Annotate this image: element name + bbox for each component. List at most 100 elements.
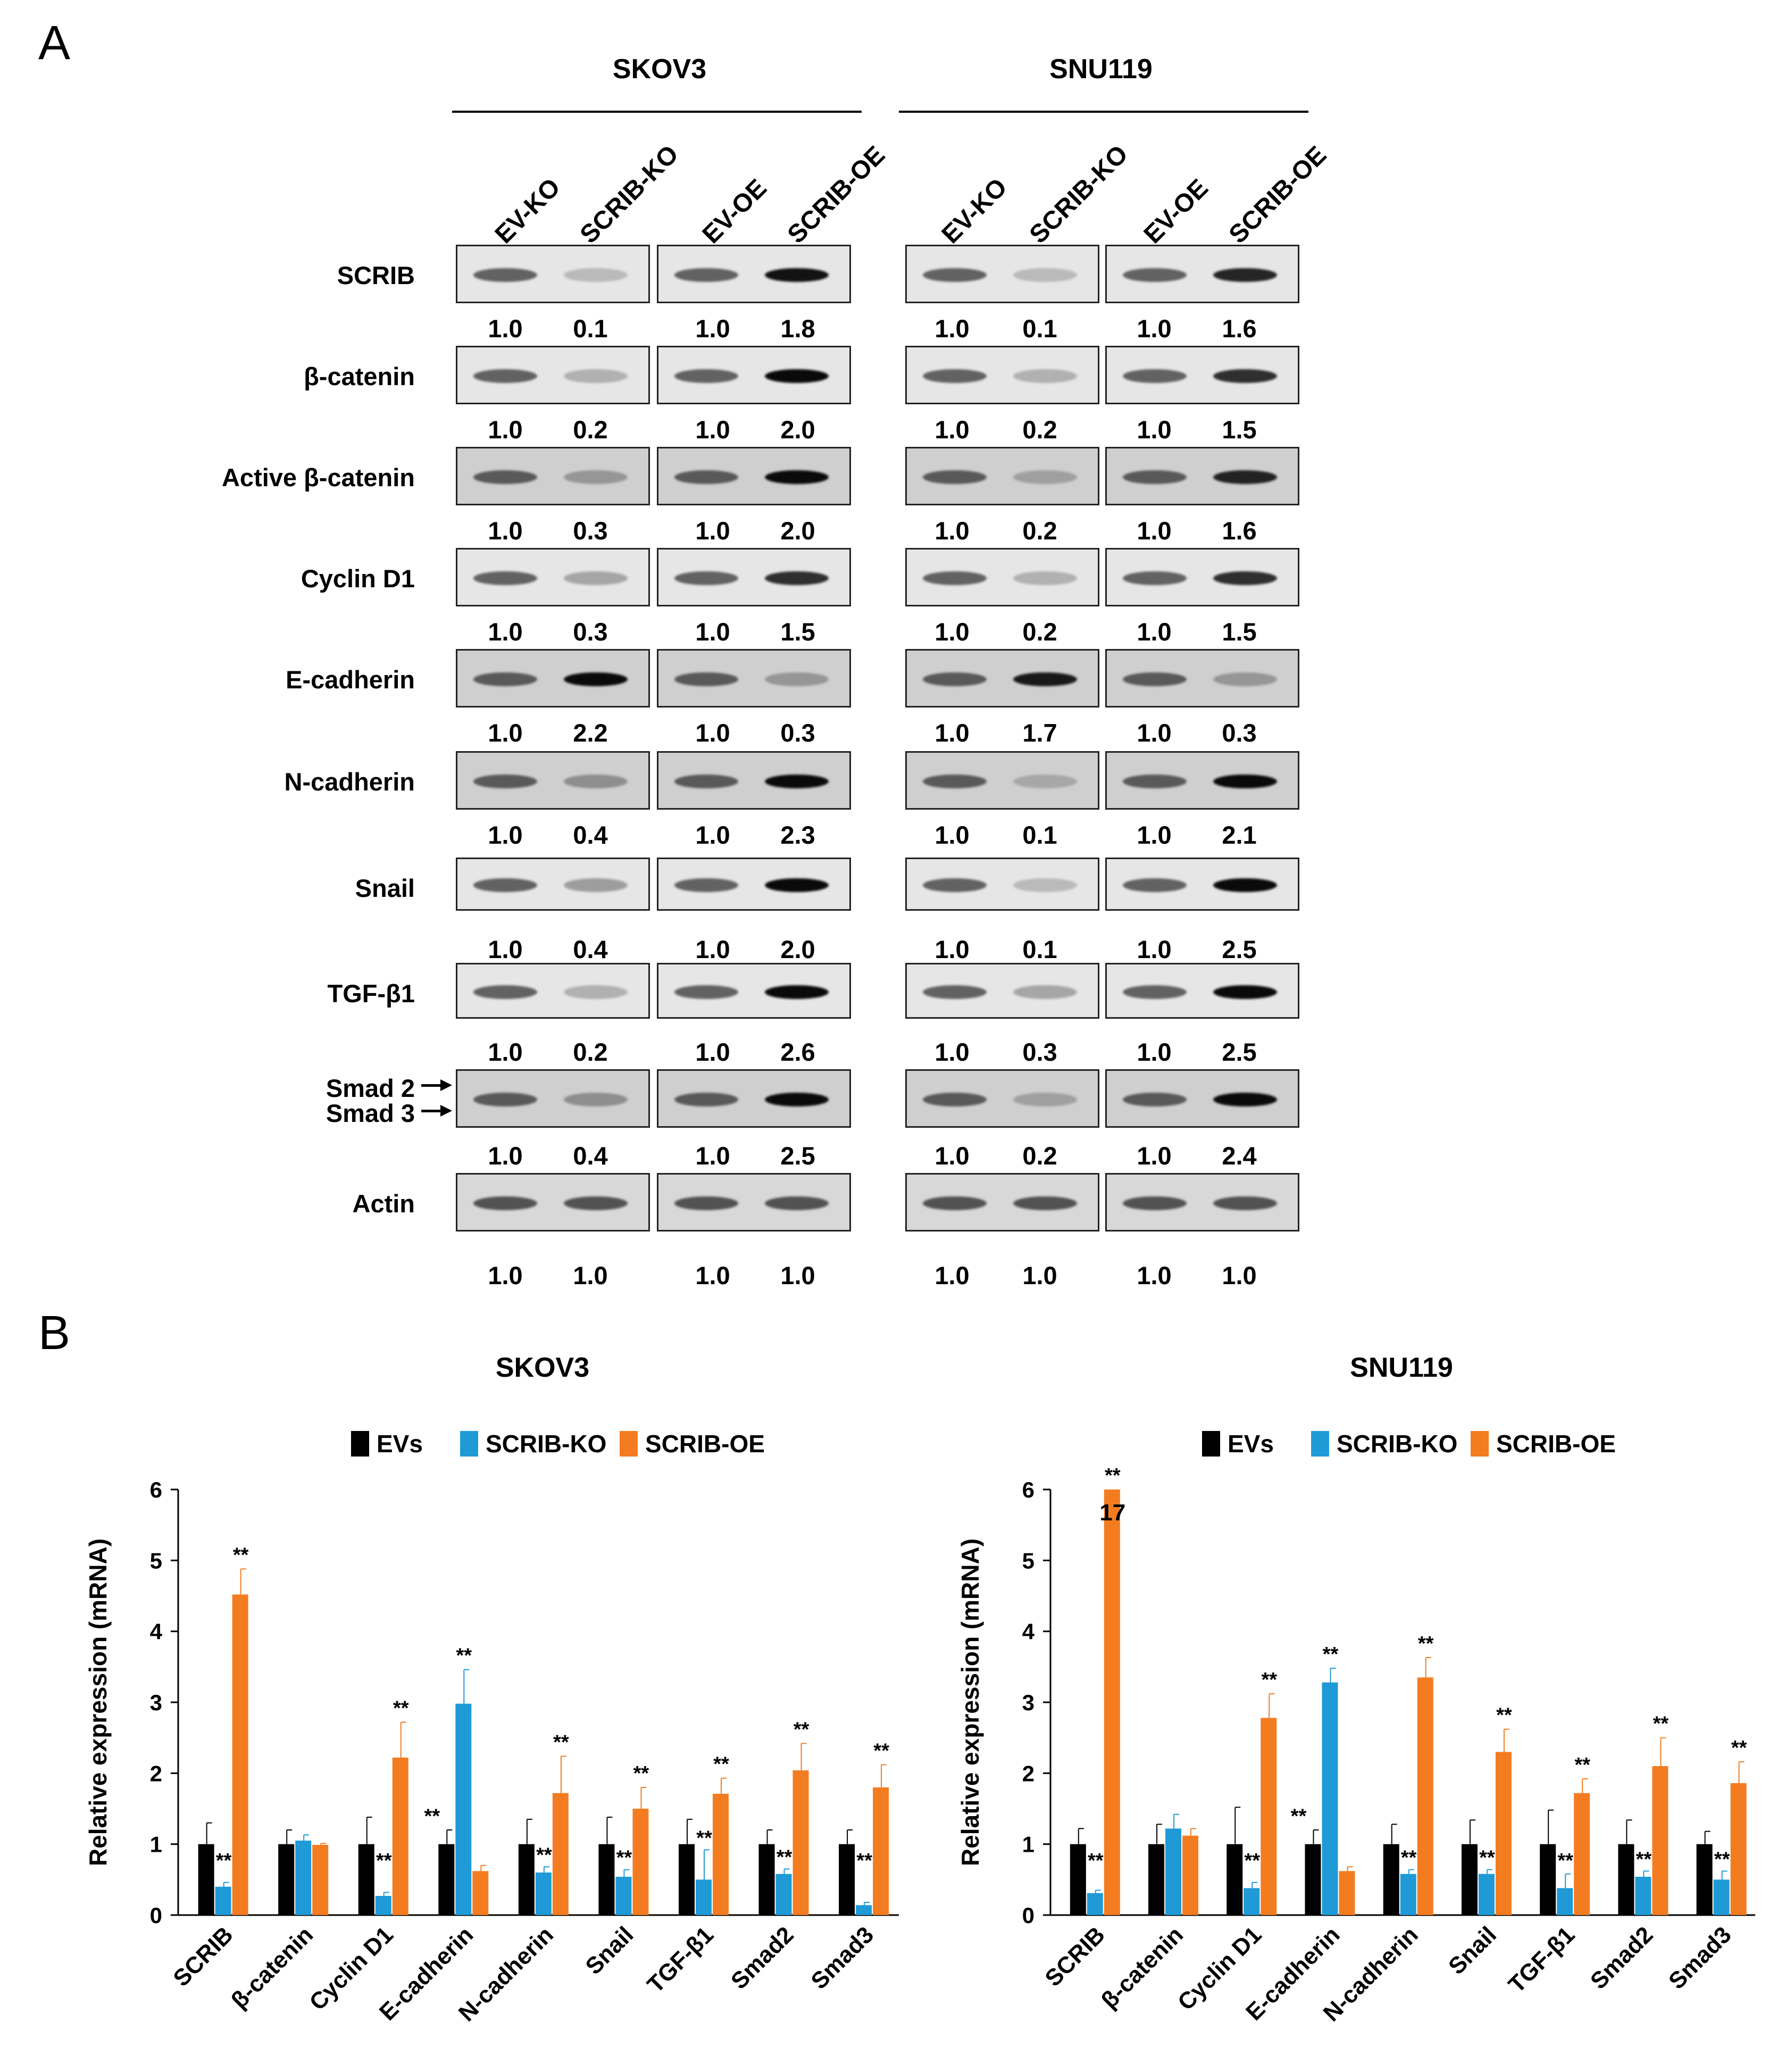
quant-value: 1.0: [695, 415, 730, 444]
arrow-icon: [421, 1084, 446, 1087]
significance-marker: **: [1557, 1850, 1573, 1872]
bar: [438, 1844, 455, 1915]
quant-value: 2.5: [1222, 935, 1257, 963]
significance-marker: **: [1244, 1850, 1260, 1872]
legend-swatch: [620, 1431, 638, 1457]
quant-value: 1.5: [780, 618, 815, 646]
significance-marker: **: [1088, 1850, 1104, 1872]
protein-band: [1213, 775, 1277, 788]
protein-band: [1213, 369, 1277, 383]
significance-marker: **: [696, 1827, 712, 1849]
protein-band: [923, 369, 987, 383]
blot-box: [1105, 245, 1299, 303]
bar: [1104, 1489, 1120, 1915]
protein-band: [674, 470, 738, 484]
blot-box: [657, 346, 851, 404]
blot-box: [657, 1069, 851, 1128]
quant-value: 1.0: [1137, 719, 1172, 747]
x-tick-label: TGF-β1: [643, 1921, 719, 1998]
bar: [278, 1844, 295, 1915]
bar: [712, 1794, 729, 1915]
bar: [1400, 1874, 1416, 1915]
quant-value: 2.0: [780, 517, 815, 545]
quant-value: 0.4: [573, 821, 608, 849]
quant-value: 1.0: [488, 314, 523, 343]
bar: [1261, 1718, 1277, 1915]
protein-band: [473, 1093, 537, 1106]
blot-box: [1105, 447, 1299, 505]
quant-value: 0.2: [1022, 415, 1057, 444]
quant-value: 1.0: [488, 1261, 523, 1289]
quant-value: 1.0: [695, 314, 730, 343]
protein-band: [1123, 775, 1187, 788]
protein-band: [923, 985, 987, 999]
blot-box: [905, 858, 1099, 911]
protein-band: [923, 1093, 987, 1106]
blot-row-label: N-cadherin: [284, 768, 415, 796]
bar: [775, 1874, 792, 1915]
quant-value: 0.4: [573, 935, 608, 963]
protein-band: [674, 369, 738, 383]
y-tick-label: 0: [1022, 1903, 1035, 1928]
significance-marker: **: [713, 1753, 729, 1776]
quant-value: 0.2: [1022, 517, 1057, 545]
cell-line-underline: [452, 111, 862, 113]
bar: [232, 1594, 248, 1915]
y-tick-label: 2: [150, 1761, 162, 1786]
legend-swatch: [1471, 1431, 1489, 1457]
qpcr-bar-charts: SKOV3 EVs SCRIB-KO SCRIB-OE 0 1 2 3 4 5 6 Relative …: [84, 1352, 1755, 2027]
quant-value: 1.0: [695, 517, 730, 545]
y-tick-label: 3: [1022, 1690, 1035, 1715]
lane-label: SCRIB-OE: [1223, 140, 1332, 249]
quant-value: 1.0: [935, 517, 970, 545]
quant-value: 0.3: [1222, 719, 1257, 747]
lane-label: EV-KO: [936, 173, 1013, 249]
protein-band: [1123, 571, 1187, 585]
cell-line-title: SNU119: [1049, 54, 1153, 85]
bar: [518, 1844, 535, 1915]
significance-marker: **: [233, 1544, 249, 1566]
bar: [375, 1896, 391, 1915]
protein-band: [1123, 1196, 1187, 1210]
lane-label: SCRIB-KO: [574, 139, 685, 249]
protein-band: [564, 672, 628, 686]
quant-value: 0.1: [1022, 935, 1057, 963]
protein-band: [473, 1196, 537, 1210]
quant-value: 0.1: [1022, 821, 1057, 849]
protein-band: [1213, 985, 1277, 999]
protein-band: [765, 878, 829, 892]
protein-band: [765, 1093, 829, 1106]
protein-band: [1013, 369, 1077, 383]
y-tick-label: 4: [1022, 1619, 1035, 1644]
protein-band: [1213, 878, 1277, 892]
protein-band: [674, 775, 738, 788]
protein-band: [1013, 878, 1077, 892]
blot-row-label: Snail: [355, 874, 415, 902]
protein-band: [1013, 470, 1077, 484]
y-tick-label: 5: [1022, 1548, 1035, 1573]
x-tick-label: Smad3: [806, 1921, 879, 1994]
x-tick-label: β-catenin: [1096, 1921, 1188, 2013]
quant-value: 1.0: [488, 1142, 523, 1170]
protein-band: [1123, 369, 1187, 383]
y-tick-label: 2: [1022, 1761, 1035, 1786]
protein-band: [564, 878, 628, 892]
protein-band: [923, 1196, 987, 1210]
blot-box: [456, 1173, 650, 1231]
bar: [295, 1841, 312, 1915]
protein-band: [1123, 672, 1187, 686]
cell-line-underline: [899, 111, 1308, 113]
blot-box: [1105, 751, 1299, 810]
protein-band: [1213, 1196, 1277, 1210]
bar: [552, 1793, 569, 1915]
quant-value: 1.0: [1137, 821, 1172, 849]
significance-marker: **: [1323, 1643, 1339, 1666]
quant-value: 1.0: [935, 1142, 970, 1170]
protein-band: [923, 268, 987, 282]
quant-value: 0.3: [780, 719, 815, 747]
x-tick-label: SCRIB: [1040, 1921, 1109, 1991]
bar: [392, 1758, 408, 1915]
blot-row-label: E-cadherin: [286, 665, 415, 694]
protein-band: [1013, 672, 1077, 686]
quant-value: 1.0: [935, 1261, 970, 1289]
